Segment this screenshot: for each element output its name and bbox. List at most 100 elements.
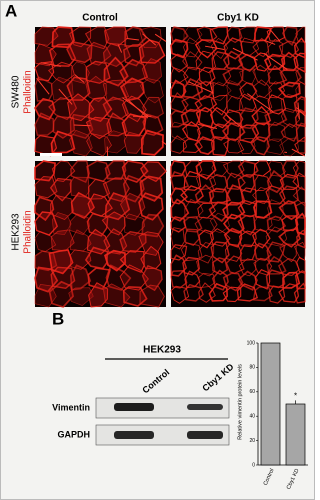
cell-outline [279, 243, 297, 263]
cell-outline [122, 43, 145, 67]
cell-outline [239, 93, 257, 113]
cell-outline [253, 242, 273, 262]
cell-outline [104, 26, 129, 47]
cell-outline [104, 160, 127, 180]
cell-outline [170, 270, 188, 289]
column-label: Cby1 KD [217, 13, 259, 24]
cell-outline [210, 37, 229, 60]
cell-outline [194, 39, 218, 59]
blot-label: GAPDH [57, 429, 90, 439]
cell-outline [170, 26, 189, 44]
cell-outline [85, 75, 108, 103]
cell-outline [170, 254, 188, 277]
cell-outline [104, 130, 126, 154]
cell-outline [183, 283, 204, 302]
cell-outline [268, 81, 286, 99]
panel-label: A [5, 1, 17, 20]
cell-outline [267, 64, 288, 85]
cell-outline [140, 129, 164, 156]
cell-outline [182, 37, 201, 58]
cell-outline [277, 81, 301, 99]
cell-outline [282, 271, 301, 289]
stress-fiber [232, 47, 258, 61]
row-label: HEK293 [11, 213, 22, 251]
cell-outline [225, 243, 243, 262]
cell-outline [252, 37, 269, 58]
cell-outline [266, 138, 285, 155]
stress-fiber [205, 45, 225, 50]
scale-bar [40, 153, 62, 156]
cell-outline [70, 229, 92, 252]
cell-outline [138, 192, 164, 221]
cell-outline [279, 67, 302, 88]
stress-fiber [246, 93, 274, 113]
cell-outline [183, 26, 203, 45]
band [187, 431, 223, 439]
cell-outline [69, 213, 90, 236]
cell-outline [278, 283, 300, 303]
blot-label: Vimentin [52, 402, 90, 412]
row-label: SW480 [11, 75, 22, 108]
stain-label: Phalloidin [23, 210, 34, 253]
stress-fiber [126, 37, 140, 41]
cell-outline [122, 286, 148, 307]
cell-outline [34, 175, 58, 199]
cell-outline [141, 213, 165, 238]
cell-outline [267, 94, 287, 115]
cell-outline [240, 187, 257, 206]
cell-outline [119, 264, 149, 291]
cell-outline [183, 170, 202, 191]
cell-outline [264, 108, 288, 126]
cell-outline [184, 160, 203, 178]
cell-outline [208, 201, 229, 223]
cell-outline [180, 185, 204, 204]
cell-outline [209, 212, 230, 234]
stress-fiber [291, 148, 306, 157]
cell-outline [280, 123, 298, 142]
cell-outline [85, 116, 112, 140]
stress-fiber [297, 102, 300, 120]
cell-outline [67, 93, 95, 122]
cell-outline [182, 216, 203, 233]
cell-outline [34, 160, 56, 182]
cell-outline [237, 270, 258, 291]
cell-outline [239, 68, 256, 86]
cell-outline [170, 160, 187, 177]
cell-outline [212, 257, 229, 276]
cell-outline [266, 169, 285, 194]
y-tick-label: 0 [252, 462, 255, 468]
cell-outline [69, 113, 94, 140]
cell-outline [238, 26, 256, 44]
cell-outline [170, 216, 187, 233]
y-axis-label: Relative vimentin protein levels [237, 364, 243, 440]
stress-fiber [122, 97, 149, 117]
cell-outline [222, 67, 244, 86]
stress-fiber [226, 114, 243, 128]
stress-fiber [296, 107, 306, 117]
cell-outline [50, 130, 76, 154]
cell-outline [226, 80, 245, 100]
cell-outline [48, 280, 75, 308]
stain-label: Phalloidin [23, 70, 34, 113]
cell-outline [170, 198, 190, 222]
cell-outline [222, 201, 246, 220]
cell-outline [253, 200, 273, 219]
cell-outline [237, 214, 257, 236]
cell-outline [48, 43, 77, 67]
cell-outline [69, 264, 92, 291]
cell-outline [222, 109, 244, 128]
cell-outline [103, 56, 129, 87]
cell-outline [182, 256, 201, 276]
cell-outline [123, 213, 146, 236]
cell-outline [119, 77, 145, 102]
cell-outline [195, 50, 216, 74]
cell-outline [170, 121, 189, 141]
y-tick-label: 20 [249, 438, 255, 444]
cell-outline [141, 58, 162, 84]
stress-fiber [161, 140, 167, 145]
cell-outline [236, 283, 258, 302]
cell-outline [254, 174, 273, 192]
cell-outline [34, 112, 55, 136]
cell-outline [119, 58, 149, 84]
